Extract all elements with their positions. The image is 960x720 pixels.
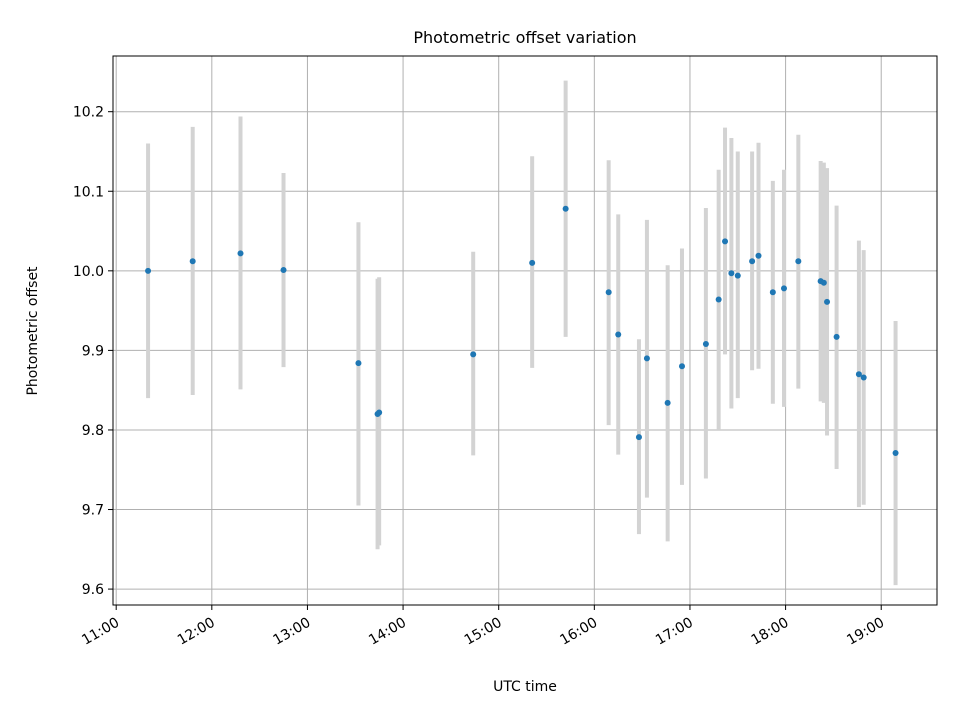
data-point [833,333,840,340]
data-point [734,272,741,279]
data-point [855,371,862,378]
data-point [824,298,831,305]
data-point [664,399,671,406]
data-point [376,409,383,416]
y-tick-label: 9.7 [82,503,104,519]
data-point [820,279,827,286]
data-point [145,267,152,274]
data-point [678,363,685,370]
data-point [892,450,899,457]
data-point [470,351,477,358]
data-point [769,289,776,296]
data-point [728,270,735,277]
data-point [615,331,622,338]
x-tick-label: 11:00 [79,615,122,649]
data-point [715,296,722,303]
data-point [722,238,729,245]
data-point [795,258,802,265]
x-tick-label: 18:00 [749,615,792,649]
x-axis-label: UTC time [493,679,557,695]
x-tick-label: 16:00 [557,615,600,649]
data-point [860,374,867,381]
data-point [635,434,642,441]
y-axis-ticks: 9.6 9.7 9.8 9.9 10.0 10.1 10.2 [73,105,113,598]
data-point [189,258,196,265]
data-points [145,205,899,457]
y-axis-label: Photometric offset [25,266,41,396]
y-tick-label: 10.1 [73,184,104,200]
grid-lines [113,56,937,605]
data-point [643,355,650,362]
data-point [755,252,762,259]
data-point [529,259,536,266]
x-tick-label: 19:00 [844,615,887,649]
x-tick-label: 17:00 [653,615,696,649]
data-point [355,360,362,367]
data-point [280,267,287,274]
chart-title: Photometric offset variation [413,28,636,47]
y-tick-label: 10.0 [73,264,104,280]
data-point [702,341,709,348]
y-tick-label: 9.8 [82,423,104,439]
plot-frame [112,55,938,606]
x-tick-label: 15:00 [462,615,505,649]
data-point [237,250,244,257]
y-tick-label: 9.9 [82,343,104,359]
x-tick-label: 14:00 [366,615,409,649]
x-tick-label: 12:00 [175,615,218,649]
x-axis-ticks: 11:00 12:00 13:00 14:00 15:00 16:00 17:00 18:00… [79,605,887,649]
y-tick-label: 10.2 [73,105,104,121]
x-tick-label: 13:00 [270,615,313,649]
data-point [749,258,756,265]
y-tick-label: 9.6 [82,582,104,598]
data-point [562,205,569,212]
data-point [780,285,787,292]
data-point [605,289,612,296]
